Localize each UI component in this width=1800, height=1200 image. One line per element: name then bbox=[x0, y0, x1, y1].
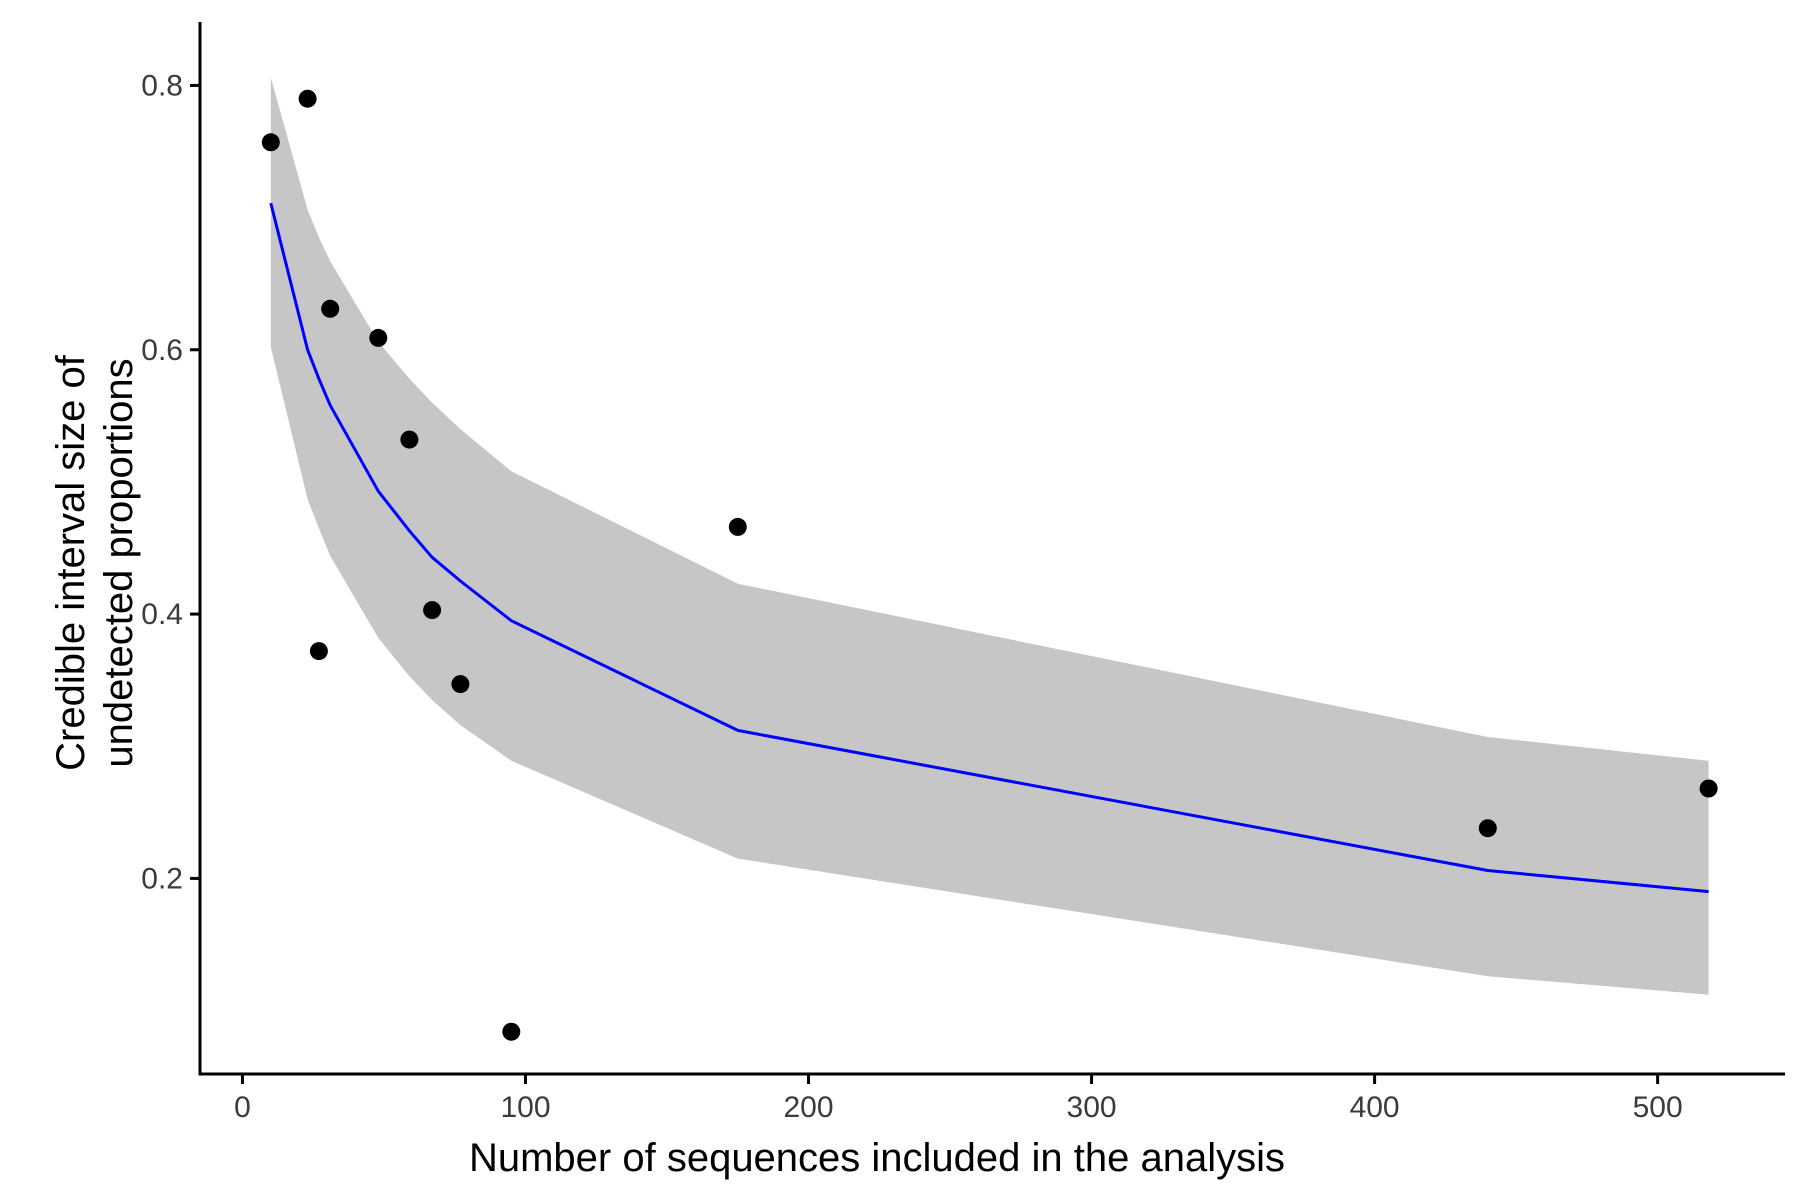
y-axis-title: Credible interval size of undetected pro… bbox=[49, 354, 141, 771]
y-axis-ticks: 0.2 0.4 0.6 0.8 bbox=[141, 69, 200, 895]
data-point bbox=[502, 1022, 521, 1041]
x-axis-ticks: 0 100 200 300 400 500 bbox=[234, 1074, 1683, 1124]
confidence-ribbon bbox=[270, 77, 1709, 995]
data-point bbox=[1478, 819, 1497, 838]
x-tick-label: 300 bbox=[1067, 1091, 1117, 1124]
data-point bbox=[423, 601, 442, 620]
data-point bbox=[309, 642, 328, 661]
x-tick-label: 400 bbox=[1350, 1091, 1400, 1124]
y-tick-label: 0.4 bbox=[141, 598, 183, 631]
x-axis-title: Number of sequences included in the anal… bbox=[469, 1136, 1285, 1180]
x-tick-label: 200 bbox=[783, 1091, 833, 1124]
data-point bbox=[451, 675, 470, 694]
data-point bbox=[298, 89, 317, 108]
data-point bbox=[400, 430, 419, 449]
fit-line-layer bbox=[269, 202, 1709, 894]
data-point bbox=[728, 517, 747, 536]
fit-line bbox=[269, 202, 1709, 894]
x-tick-label: 0 bbox=[234, 1091, 251, 1124]
x-tick-label: 100 bbox=[500, 1091, 550, 1124]
data-point bbox=[321, 299, 340, 318]
y-tick-label: 0.8 bbox=[141, 69, 183, 102]
data-point bbox=[1699, 779, 1718, 798]
data-point-layer bbox=[261, 89, 1718, 1041]
data-point bbox=[369, 328, 388, 347]
y-axis-title-line-2: undetected proportions bbox=[97, 358, 141, 767]
confidence-ribbon-layer bbox=[270, 77, 1709, 995]
x-tick-label: 500 bbox=[1633, 1091, 1683, 1124]
axes bbox=[198, 22, 1785, 1076]
y-tick-label: 0.6 bbox=[141, 334, 183, 367]
y-tick-label: 0.2 bbox=[141, 862, 183, 895]
data-point bbox=[261, 133, 280, 152]
y-axis-title-line-1: Credible interval size of bbox=[49, 354, 93, 771]
